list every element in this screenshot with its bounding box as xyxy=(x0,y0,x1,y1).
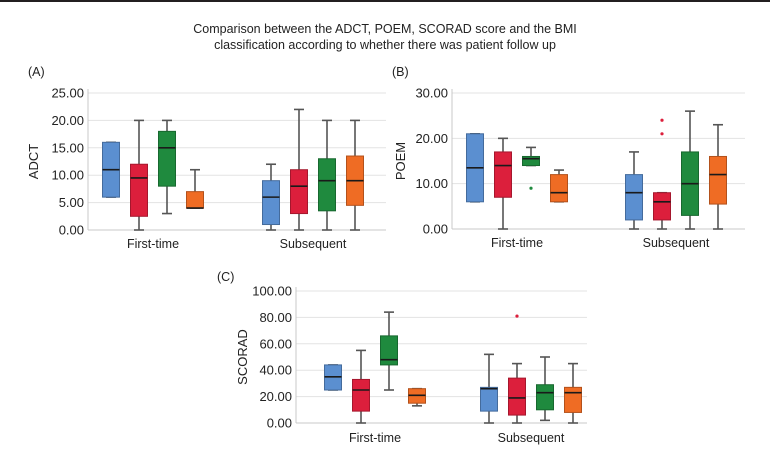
x-category-label: First-time xyxy=(491,236,543,250)
iqr-box xyxy=(494,151,512,198)
y-axis-title: ADCT xyxy=(26,144,41,179)
x-category-label: Subsequent xyxy=(643,236,710,250)
box-orange xyxy=(346,119,364,231)
box-red xyxy=(352,349,370,424)
figure-title: Comparison between the ADCT, POEM, SCORA… xyxy=(0,21,770,53)
iqr-box xyxy=(709,155,727,205)
iqr-box xyxy=(508,377,526,416)
box-red xyxy=(508,314,526,424)
y-tick-label: 20.00 xyxy=(259,389,292,404)
iqr-box xyxy=(186,191,204,209)
x-category-label: Subsequent xyxy=(498,431,565,445)
panel-label: (A) xyxy=(28,65,45,79)
y-tick-label: 20.00 xyxy=(415,131,448,146)
box-blue xyxy=(480,353,498,424)
box-green xyxy=(158,119,176,215)
y-axis-title: SCORAD xyxy=(235,329,250,385)
box-blue xyxy=(466,133,484,203)
box-red xyxy=(494,137,512,230)
iqr-box xyxy=(550,174,568,203)
iqr-box xyxy=(480,386,498,412)
iqr-box xyxy=(130,163,148,217)
box-orange xyxy=(709,123,727,230)
box-blue xyxy=(625,151,643,230)
outlier-point xyxy=(660,118,664,122)
outlier-point xyxy=(660,132,664,136)
iqr-box xyxy=(522,155,540,167)
box-orange xyxy=(550,169,568,203)
iqr-box xyxy=(380,335,398,366)
y-tick-label: 60.00 xyxy=(259,336,292,351)
box-green xyxy=(522,146,540,190)
panel-a: (A) 0.00 5.00 10.00 15.00 20.00 25.00 ADCT First… xyxy=(26,65,386,251)
top-border-rule xyxy=(0,0,770,2)
y-tick-label: 0.00 xyxy=(59,223,84,238)
y-axis-title: POEM xyxy=(393,142,408,180)
box-green xyxy=(681,110,699,230)
panel-label: (B) xyxy=(392,65,409,79)
box-blue xyxy=(324,364,342,391)
iqr-box xyxy=(653,192,671,221)
box-red xyxy=(653,118,671,230)
iqr-box xyxy=(625,174,643,221)
y-tick-label: 5.00 xyxy=(59,195,84,210)
box-green xyxy=(318,119,336,231)
iqr-box xyxy=(352,378,370,412)
y-tick-label: 15.00 xyxy=(51,140,84,155)
y-tick-label: 0.00 xyxy=(423,222,448,237)
y-tick-label: 30.00 xyxy=(415,86,448,101)
box-green xyxy=(536,356,554,422)
y-tick-label: 10.00 xyxy=(415,176,448,191)
y-tick-label: 40.00 xyxy=(259,363,292,378)
iqr-box xyxy=(262,180,280,226)
panel-label: (C) xyxy=(217,270,234,284)
box-blue xyxy=(102,141,120,198)
x-category-label: First-time xyxy=(349,431,401,445)
box-red xyxy=(130,119,148,231)
box-orange xyxy=(564,362,582,424)
y-tick-label: 80.00 xyxy=(259,310,292,325)
x-category-label: First-time xyxy=(127,237,179,251)
panel-c: (C) 0.00 20.00 40.00 60.00 80.00 100.00 SCORAD F… xyxy=(217,270,587,445)
box-red xyxy=(290,108,308,231)
panel-b: (B) 0.00 10.00 20.00 30.00 POEM First-time Subs… xyxy=(392,65,745,250)
y-tick-label: 10.00 xyxy=(51,168,84,183)
outlier-point xyxy=(515,314,519,318)
iqr-box xyxy=(290,169,308,215)
outlier-point xyxy=(529,186,533,190)
iqr-box xyxy=(318,158,336,212)
y-tick-label: 25.00 xyxy=(51,86,84,101)
y-tick-label: 100.00 xyxy=(252,284,292,299)
box-blue xyxy=(262,163,280,231)
iqr-box xyxy=(158,130,176,187)
box-green xyxy=(380,311,398,391)
figure-title-line-1: Comparison between the ADCT, POEM, SCORA… xyxy=(193,22,577,36)
box-orange xyxy=(408,387,426,407)
y-tick-label: 0.00 xyxy=(267,416,292,431)
figure-title-line-2: classification according to whether ther… xyxy=(214,38,556,52)
y-tick-label: 20.00 xyxy=(51,113,84,128)
iqr-box xyxy=(564,386,582,413)
x-category-label: Subsequent xyxy=(280,237,347,251)
iqr-box xyxy=(536,384,554,411)
box-orange xyxy=(186,168,204,209)
